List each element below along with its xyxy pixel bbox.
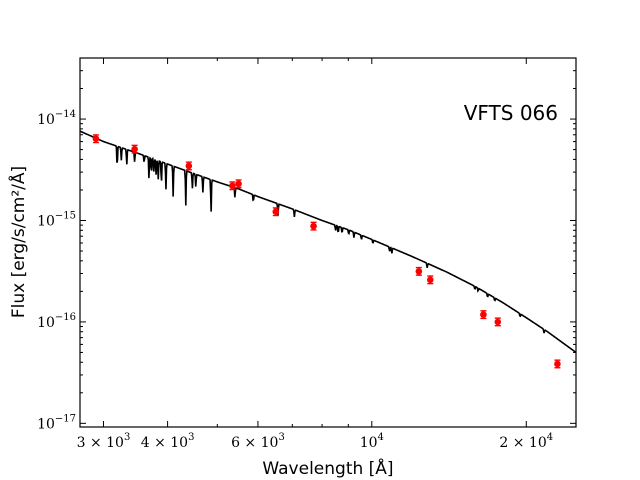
x-tick-label: 4 × 103 bbox=[141, 432, 195, 451]
photometry-point bbox=[235, 179, 242, 189]
x-tick-label: 2 × 104 bbox=[499, 432, 553, 451]
photometry-point bbox=[272, 207, 280, 217]
photometry-series bbox=[92, 134, 561, 369]
model-sed-line bbox=[79, 130, 577, 354]
photometry-point bbox=[185, 161, 193, 171]
tick-labels: 3 × 103 4 × 103 6 × 103 104 2 × 104 10−17 10−1… bbox=[37, 109, 553, 451]
photometry-point bbox=[554, 359, 561, 369]
model-sed-series bbox=[79, 130, 577, 354]
y-tick-label: 10−15 bbox=[37, 210, 76, 229]
photometry-point bbox=[92, 134, 100, 144]
annotation-label: VFTS 066 bbox=[464, 101, 558, 125]
y-axis-label: Flux [erg/s/cm²/Å] bbox=[7, 166, 29, 318]
photometry-point bbox=[415, 266, 423, 276]
plot-area bbox=[80, 58, 576, 427]
photometry-point bbox=[131, 144, 138, 154]
photometry-point bbox=[480, 310, 487, 320]
plot-frame bbox=[79, 57, 577, 428]
x-axis-label: Wavelength [Å] bbox=[262, 457, 393, 479]
x-tick-label: 3 × 103 bbox=[77, 432, 131, 451]
photometry-point bbox=[310, 221, 317, 231]
photometry-point bbox=[426, 275, 434, 285]
y-tick-label: 10−16 bbox=[37, 312, 76, 331]
y-tick-label: 10−17 bbox=[37, 413, 76, 432]
x-tick-label: 104 bbox=[360, 432, 384, 451]
photometry-point bbox=[229, 181, 236, 191]
y-tick-label: 10−14 bbox=[37, 109, 76, 128]
x-tick-label: 6 × 103 bbox=[231, 432, 285, 451]
photometry-point bbox=[494, 317, 502, 327]
